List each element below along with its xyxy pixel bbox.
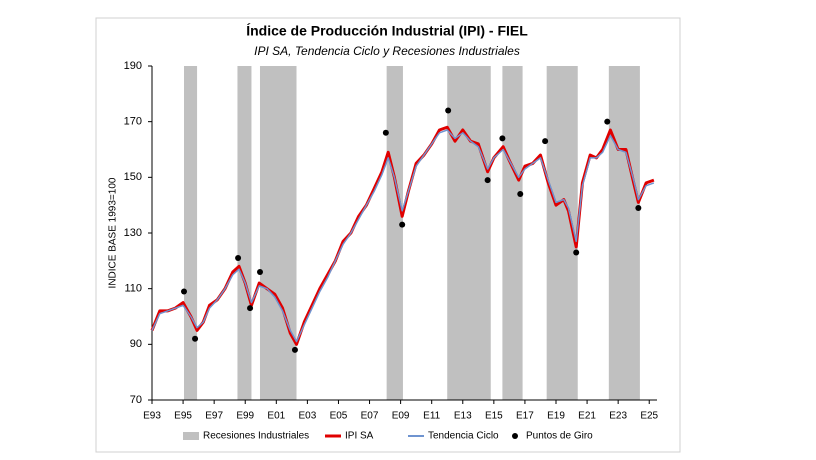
recession-band — [259, 66, 297, 400]
turning-point — [499, 135, 506, 142]
x-tick-label: E01 — [267, 411, 285, 422]
legend-label: Puntos de Giro — [526, 431, 593, 442]
x-tick-label: E07 — [361, 411, 379, 422]
turning-point — [291, 346, 298, 353]
y-tick-label: 70 — [130, 394, 142, 406]
y-tick-label: 170 — [124, 116, 142, 128]
chart-frame — [95, 17, 681, 453]
turning-point — [517, 191, 524, 198]
recession-band — [237, 66, 252, 400]
x-tick-label: E95 — [174, 411, 192, 422]
turning-point — [484, 177, 491, 184]
x-tick-label: E09 — [392, 411, 410, 422]
y-axis-label: INDICE BASE 1993=100 — [108, 177, 119, 288]
legend-swatch — [512, 433, 518, 439]
x-tick-label: E13 — [454, 411, 472, 422]
chart-title: Índice de Producción Industrial (IPI) - … — [246, 23, 528, 39]
series-line — [150, 125, 655, 346]
legend-label: Tendencia Ciclo — [428, 431, 499, 442]
x-tick-label: E05 — [330, 411, 348, 422]
y-tick-label: 190 — [124, 60, 142, 72]
x-tick-label: E03 — [298, 411, 316, 422]
series-line — [151, 129, 655, 343]
x-tick-label: E19 — [547, 411, 565, 422]
turning-point — [256, 268, 263, 275]
x-tick-label: E11 — [423, 411, 440, 422]
turning-point — [573, 249, 580, 256]
x-tick-label: E97 — [205, 411, 223, 422]
y-tick-label: 130 — [124, 227, 142, 239]
turning-point — [399, 221, 406, 228]
turning-point — [181, 288, 188, 295]
recession-band — [502, 66, 523, 400]
turning-point — [192, 335, 199, 342]
turning-point — [247, 305, 254, 312]
recession-band — [447, 66, 491, 400]
legend-label: IPI SA — [345, 431, 374, 442]
x-tick-label: E17 — [516, 411, 534, 422]
y-tick-label: 150 — [124, 171, 142, 183]
turning-point — [382, 129, 389, 136]
turning-point — [542, 138, 549, 145]
x-tick-label: E99 — [236, 411, 254, 422]
chart-subtitle: IPI SA, Tendencia Ciclo y Recesiones Ind… — [254, 44, 520, 58]
x-tick-label: E21 — [578, 411, 596, 422]
y-tick-label: 90 — [130, 338, 142, 350]
x-tick-label: E25 — [640, 411, 658, 422]
turning-point — [445, 107, 452, 114]
x-tick-label: E93 — [143, 411, 161, 422]
turning-point — [604, 118, 611, 125]
legend-label: Recesiones Industriales — [203, 431, 309, 442]
y-tick-label: 110 — [124, 283, 142, 295]
turning-point — [235, 255, 242, 262]
recession-band — [386, 66, 403, 400]
turning-point — [635, 204, 642, 211]
recession-band — [184, 66, 198, 400]
recession-band — [608, 66, 640, 400]
legend-swatch — [183, 432, 199, 440]
x-tick-label: E15 — [485, 411, 503, 422]
x-tick-label: E23 — [609, 411, 627, 422]
